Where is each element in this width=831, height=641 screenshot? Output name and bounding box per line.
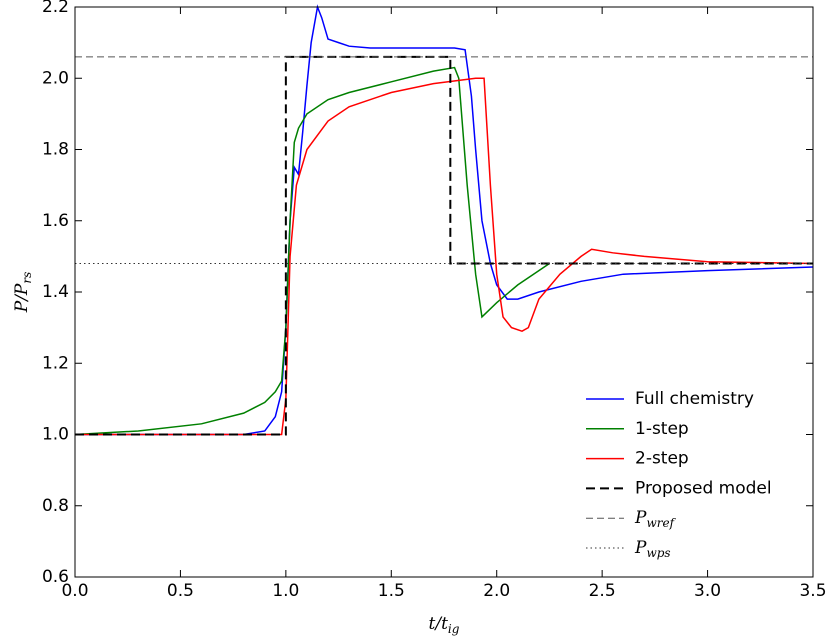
legend-label: 2-step — [635, 449, 689, 469]
y-tick-label: 1.6 — [42, 211, 69, 231]
legend-label: Pwref — [634, 508, 677, 530]
y-tick-label: 1.8 — [42, 140, 69, 160]
y-tick-label: 2.0 — [42, 68, 69, 88]
x-tick-label: 2.5 — [589, 581, 616, 601]
x-tick-label: 0.5 — [167, 581, 194, 601]
series-line — [74, 66, 550, 436]
y-tick-label: 1.4 — [42, 282, 69, 302]
x-tick-label: 1.5 — [378, 581, 405, 601]
series-line — [75, 55, 813, 436]
y-tick-label: 0.6 — [42, 567, 69, 587]
y-tick-label: 1.2 — [42, 353, 69, 373]
x-tick-label: 3.0 — [694, 581, 721, 601]
x-axis-label: t/tig — [429, 614, 460, 636]
series-line — [75, 77, 814, 436]
legend-label: 1-step — [635, 419, 689, 439]
y-tick-label: 1.0 — [42, 425, 69, 445]
legend-label: Pwps — [634, 538, 671, 560]
y-tick-label: 0.8 — [42, 496, 69, 516]
x-tick-label: 0.0 — [61, 581, 88, 601]
legend-label: Proposed model — [635, 478, 772, 498]
y-tick-label: 2.2 — [42, 0, 69, 17]
y-axis-label: P/Prs — [12, 272, 34, 314]
legend-label: Full chemistry — [635, 389, 754, 409]
x-tick-label: 2.0 — [483, 581, 510, 601]
series-line — [75, 4, 814, 436]
x-tick-label: 3.5 — [799, 581, 826, 601]
x-tick-label: 1.0 — [272, 581, 299, 601]
